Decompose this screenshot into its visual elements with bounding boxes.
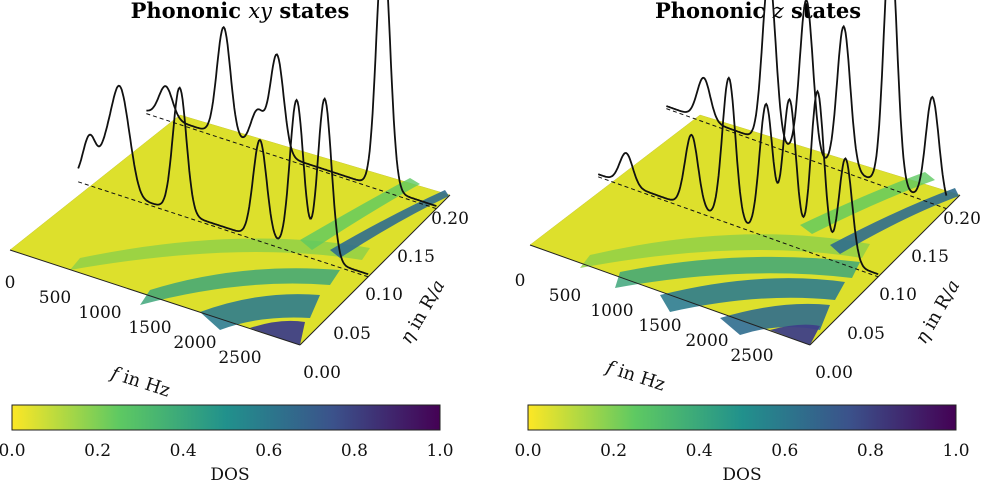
x-tick-label: 2500: [218, 348, 261, 368]
colorbar-tick-label: 0.8: [857, 441, 884, 461]
slice-baseline: [146, 113, 437, 210]
colorbar-tick-label: 1.0: [942, 441, 969, 461]
y-tick-label: 0.20: [943, 209, 981, 229]
heatmap-surface: [9, 114, 451, 346]
y-tick-label: 0.10: [879, 285, 917, 305]
panel-z: Phononic z states 0 500 1000 1500 2000 2…: [514, 0, 981, 485]
colorbar-gradient: [11, 404, 441, 431]
chart-title: Phononic xy states: [131, 0, 350, 23]
colorbar-tick-label: 0.8: [341, 441, 368, 461]
y-tick-label: 0.00: [303, 363, 341, 383]
colorbar-tick-label: 0.2: [84, 441, 111, 461]
y-tick-label: 0.20: [431, 209, 469, 229]
dos-slice-curve: [666, 0, 948, 196]
slice-baseline: [78, 181, 369, 278]
chart-title: Phononic z states: [655, 0, 861, 23]
colorbar-tick-label: 0.6: [771, 441, 798, 461]
dos-slices: [597, 0, 948, 278]
x-axis-label: f in Hz: [602, 356, 668, 395]
x-tick-label: 1500: [638, 316, 681, 336]
x-tick-label: 1000: [78, 303, 121, 323]
panel-xy: Phononic xy states 0 500 1000 1500 2000 …: [0, 0, 469, 485]
x-tick-label: 500: [549, 286, 581, 306]
dos-slice-curve: [146, 0, 437, 207]
colorbar-label: DOS: [210, 465, 249, 485]
y-axis-label: η in R/a: [911, 276, 964, 347]
x-tick-label: 2500: [730, 346, 773, 366]
colorbar-tick-label: 0.6: [255, 441, 282, 461]
y-tick-label: 0.00: [815, 363, 853, 383]
colorbar-tick-label: 0.2: [600, 441, 627, 461]
dos-slice-curve: [77, 84, 369, 276]
x-axis-label: f in Hz: [107, 362, 173, 401]
heatmap-surface: [529, 114, 961, 346]
y-tick-label: 0.15: [911, 247, 949, 267]
colorbar-tick-label: 1.0: [426, 441, 453, 461]
slice-baseline: [598, 176, 879, 278]
y-axis-label: η in R/a: [396, 276, 449, 347]
x-tick-label: 2000: [685, 331, 728, 351]
x-tick-label: 1000: [590, 301, 633, 321]
y-tick-label: 0.15: [397, 247, 435, 267]
colorbar-label: DOS: [722, 465, 761, 485]
colorbar-tick-label: 0.4: [686, 441, 713, 461]
y-tick-label: 0.05: [333, 324, 371, 344]
x-tick-label: 2000: [173, 333, 216, 353]
x-tick-label: 0: [5, 273, 16, 293]
slice-baseline: [666, 108, 947, 210]
x-tick-label: 0: [515, 271, 526, 291]
colorbar-tick-label: 0.4: [170, 441, 197, 461]
dos-slices: [77, 0, 437, 278]
dos-slice-curve: [597, 76, 879, 276]
colorbar-tick-label: 0.0: [514, 441, 541, 461]
y-tick-label: 0.10: [365, 285, 403, 305]
colorbar: 0.0 0.2 0.4 0.6 0.8 1.0 DOS: [0, 404, 454, 485]
x-tick-label: 500: [39, 288, 71, 308]
x-tick-label: 1500: [128, 318, 171, 338]
colorbar-gradient: [527, 404, 957, 431]
colorbar-tick-label: 0.0: [0, 441, 26, 461]
colorbar: 0.0 0.2 0.4 0.6 0.8 1.0 DOS: [514, 404, 970, 485]
y-tick-label: 0.05: [847, 324, 885, 344]
